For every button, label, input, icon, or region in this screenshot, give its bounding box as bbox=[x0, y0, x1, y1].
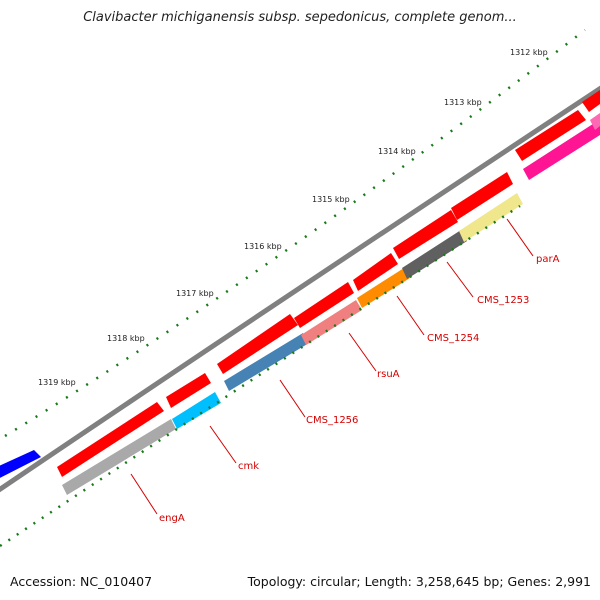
tick-label: 1315 kbp bbox=[312, 195, 350, 204]
genome-backbone bbox=[0, 85, 600, 493]
cds-feature bbox=[353, 253, 398, 291]
tick-label: 1314 kbp bbox=[378, 147, 416, 156]
cds-feature bbox=[451, 172, 513, 220]
accession-text: Accession: NC_010407 bbox=[10, 574, 153, 589]
map-title: Clavibacter michiganensis subsp. sepedon… bbox=[83, 10, 517, 25]
pink-feature-small bbox=[590, 113, 600, 130]
gene-label-rsuA: rsuA bbox=[377, 369, 400, 380]
tick-label: 1319 kbp bbox=[38, 378, 76, 387]
tick-label: 1316 kbp bbox=[244, 242, 282, 251]
gene-label-CMS_1253: CMS_1253 bbox=[477, 295, 529, 306]
gene-ring[interactable] bbox=[62, 113, 600, 495]
inner-tick-ring bbox=[0, 204, 521, 548]
gene-segment-parA bbox=[459, 193, 523, 242]
tick-label: 1318 kbp bbox=[107, 334, 145, 343]
tick-label: 1312 kbp bbox=[510, 48, 548, 57]
gene-label-parA: parA bbox=[536, 254, 560, 265]
cds-feature bbox=[217, 314, 298, 374]
cds-feature bbox=[393, 210, 458, 259]
cds-feature bbox=[582, 90, 600, 112]
gene-segment-CMS_1253 bbox=[402, 230, 467, 279]
gene-label-CMS_1254: CMS_1254 bbox=[427, 333, 479, 344]
blue-feature[interactable] bbox=[0, 450, 41, 483]
gene-segment-engA bbox=[62, 419, 176, 495]
gene-labels: parA CMS_1253 CMS_1254 rsuA CMS_1256 cmk… bbox=[159, 254, 560, 524]
label-connectors bbox=[130, 218, 534, 515]
pink-feature bbox=[523, 122, 600, 180]
tick-labels: 1312 kbp 1313 kbp 1314 kbp 1315 kbp 1316… bbox=[38, 48, 548, 387]
cds-feature bbox=[166, 373, 211, 408]
tick-ring bbox=[4, 29, 586, 438]
cds-feature bbox=[515, 110, 586, 161]
gene-segment-CMS_1254 bbox=[357, 268, 410, 308]
gene-segment-cmk bbox=[172, 392, 221, 429]
genome-summary: Topology: circular; Length: 3,258,645 bp… bbox=[247, 574, 591, 589]
gene-label-CMS_1256: CMS_1256 bbox=[306, 415, 358, 426]
tick-label: 1313 kbp bbox=[444, 98, 482, 107]
gene-label-cmk: cmk bbox=[238, 461, 259, 472]
gene-segment-CMS_1256 bbox=[224, 333, 309, 391]
gene-segment-rsuA bbox=[301, 300, 362, 345]
cds-ring bbox=[57, 90, 600, 477]
tick-label: 1317 kbp bbox=[176, 289, 214, 298]
cds-feature bbox=[294, 282, 354, 328]
gene-label-engA: engA bbox=[159, 513, 185, 524]
cds-feature bbox=[57, 402, 164, 477]
